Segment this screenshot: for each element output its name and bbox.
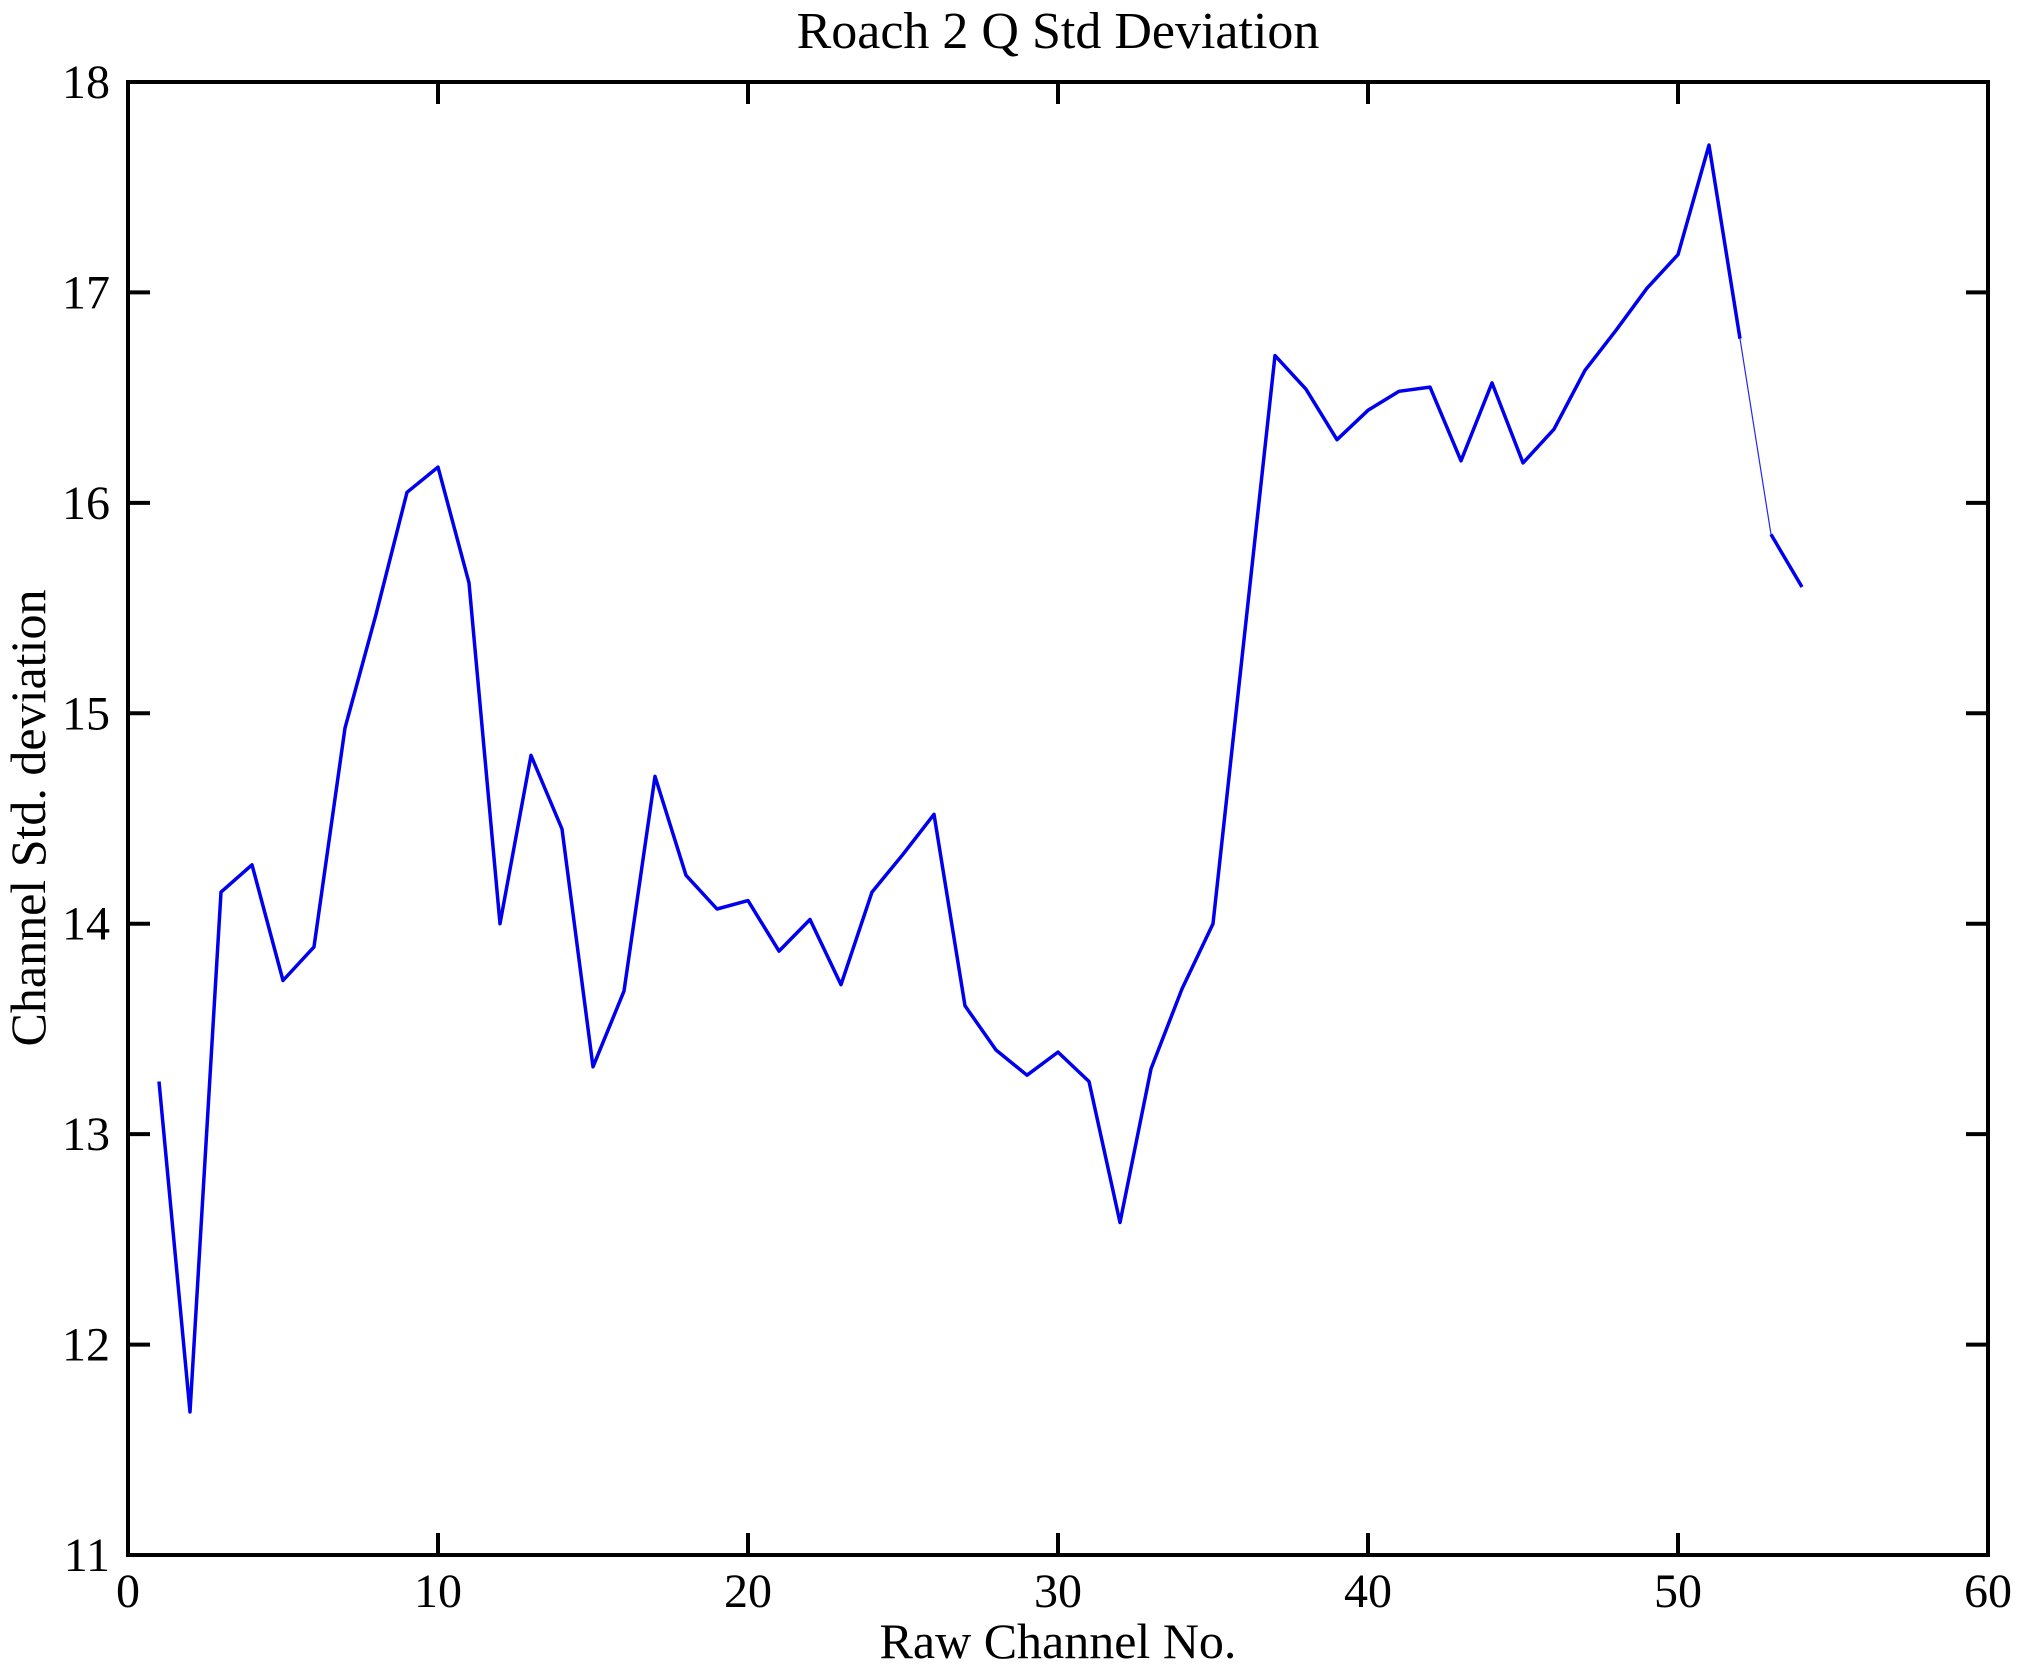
- y-tick-label: 17: [62, 266, 110, 319]
- data-line: [157, 143, 1742, 1414]
- y-tick-label: 11: [64, 1529, 110, 1582]
- data-line-thin-artifact: [1739, 338, 1772, 535]
- x-tick-label: 30: [1034, 1565, 1082, 1618]
- x-tick-label: 60: [1964, 1565, 2012, 1618]
- y-tick-label: 12: [62, 1319, 110, 1372]
- x-axis-label: Raw Channel No.: [880, 1613, 1237, 1669]
- x-tick-label: 50: [1654, 1565, 1702, 1618]
- y-tick-label: 18: [62, 56, 110, 109]
- data-line: [1769, 533, 1804, 588]
- x-tick-label: 10: [414, 1565, 462, 1618]
- x-tick-label: 20: [724, 1565, 772, 1618]
- chart-title: Roach 2 Q Std Deviation: [797, 3, 1320, 60]
- chart-generated-layer: 0 10 20 30 40 50 60 11 12 13 14 15 16 17 18: [62, 56, 2012, 1618]
- x-tick-label: 40: [1344, 1565, 1392, 1618]
- plot-box-border: [126, 80, 1990, 1557]
- y-tick-label: 16: [62, 477, 110, 530]
- y-tick-label: 14: [62, 898, 110, 951]
- y-tick-label: 15: [62, 687, 110, 740]
- x-tick-label: 0: [116, 1565, 140, 1618]
- y-tick-label: 13: [62, 1108, 110, 1161]
- y-axis-label: Channel Std. deviation: [0, 590, 56, 1047]
